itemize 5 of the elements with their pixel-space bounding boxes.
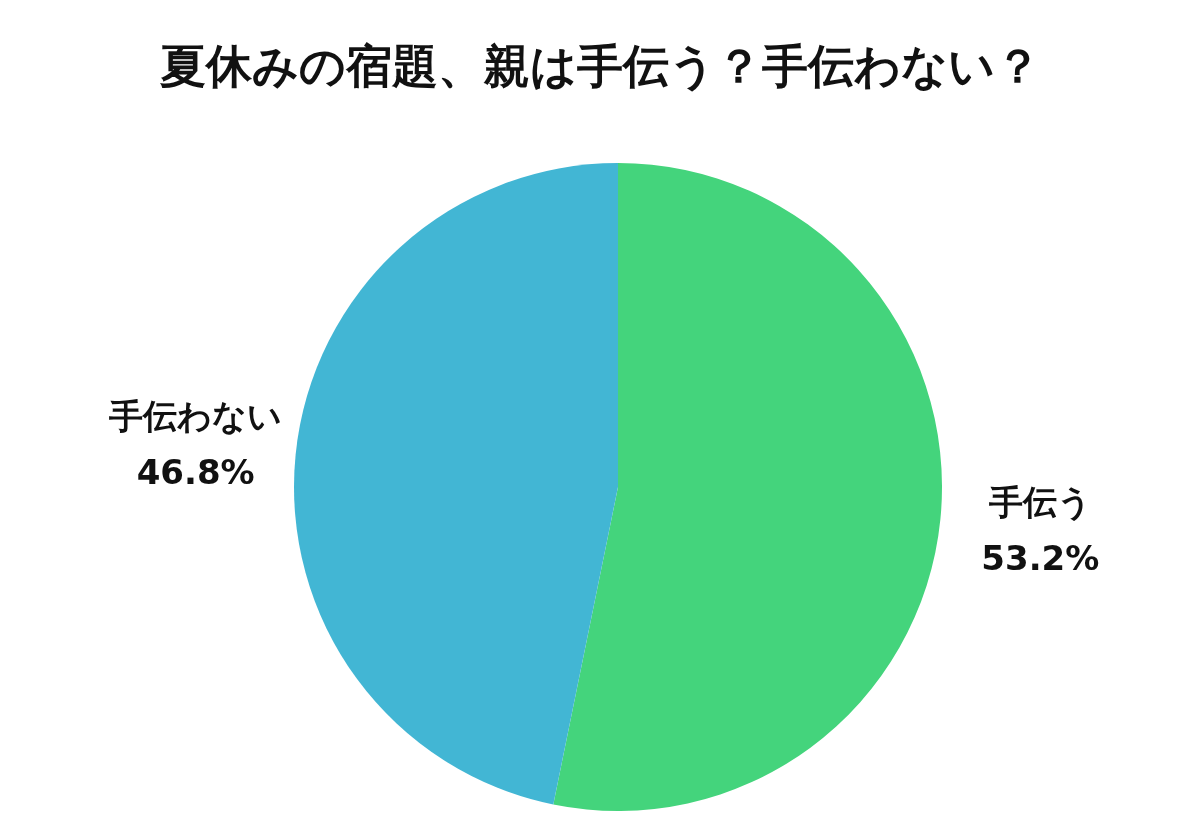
- data-label: 53.2%: [981, 537, 1100, 578]
- data-label: 46.8%: [136, 452, 255, 493]
- chart-title: 夏休みの宿題、親は手伝う？手伝わない？: [159, 39, 1041, 93]
- slice-label: 手伝わない: [108, 396, 283, 437]
- slice-label: 手伝う: [987, 481, 1092, 522]
